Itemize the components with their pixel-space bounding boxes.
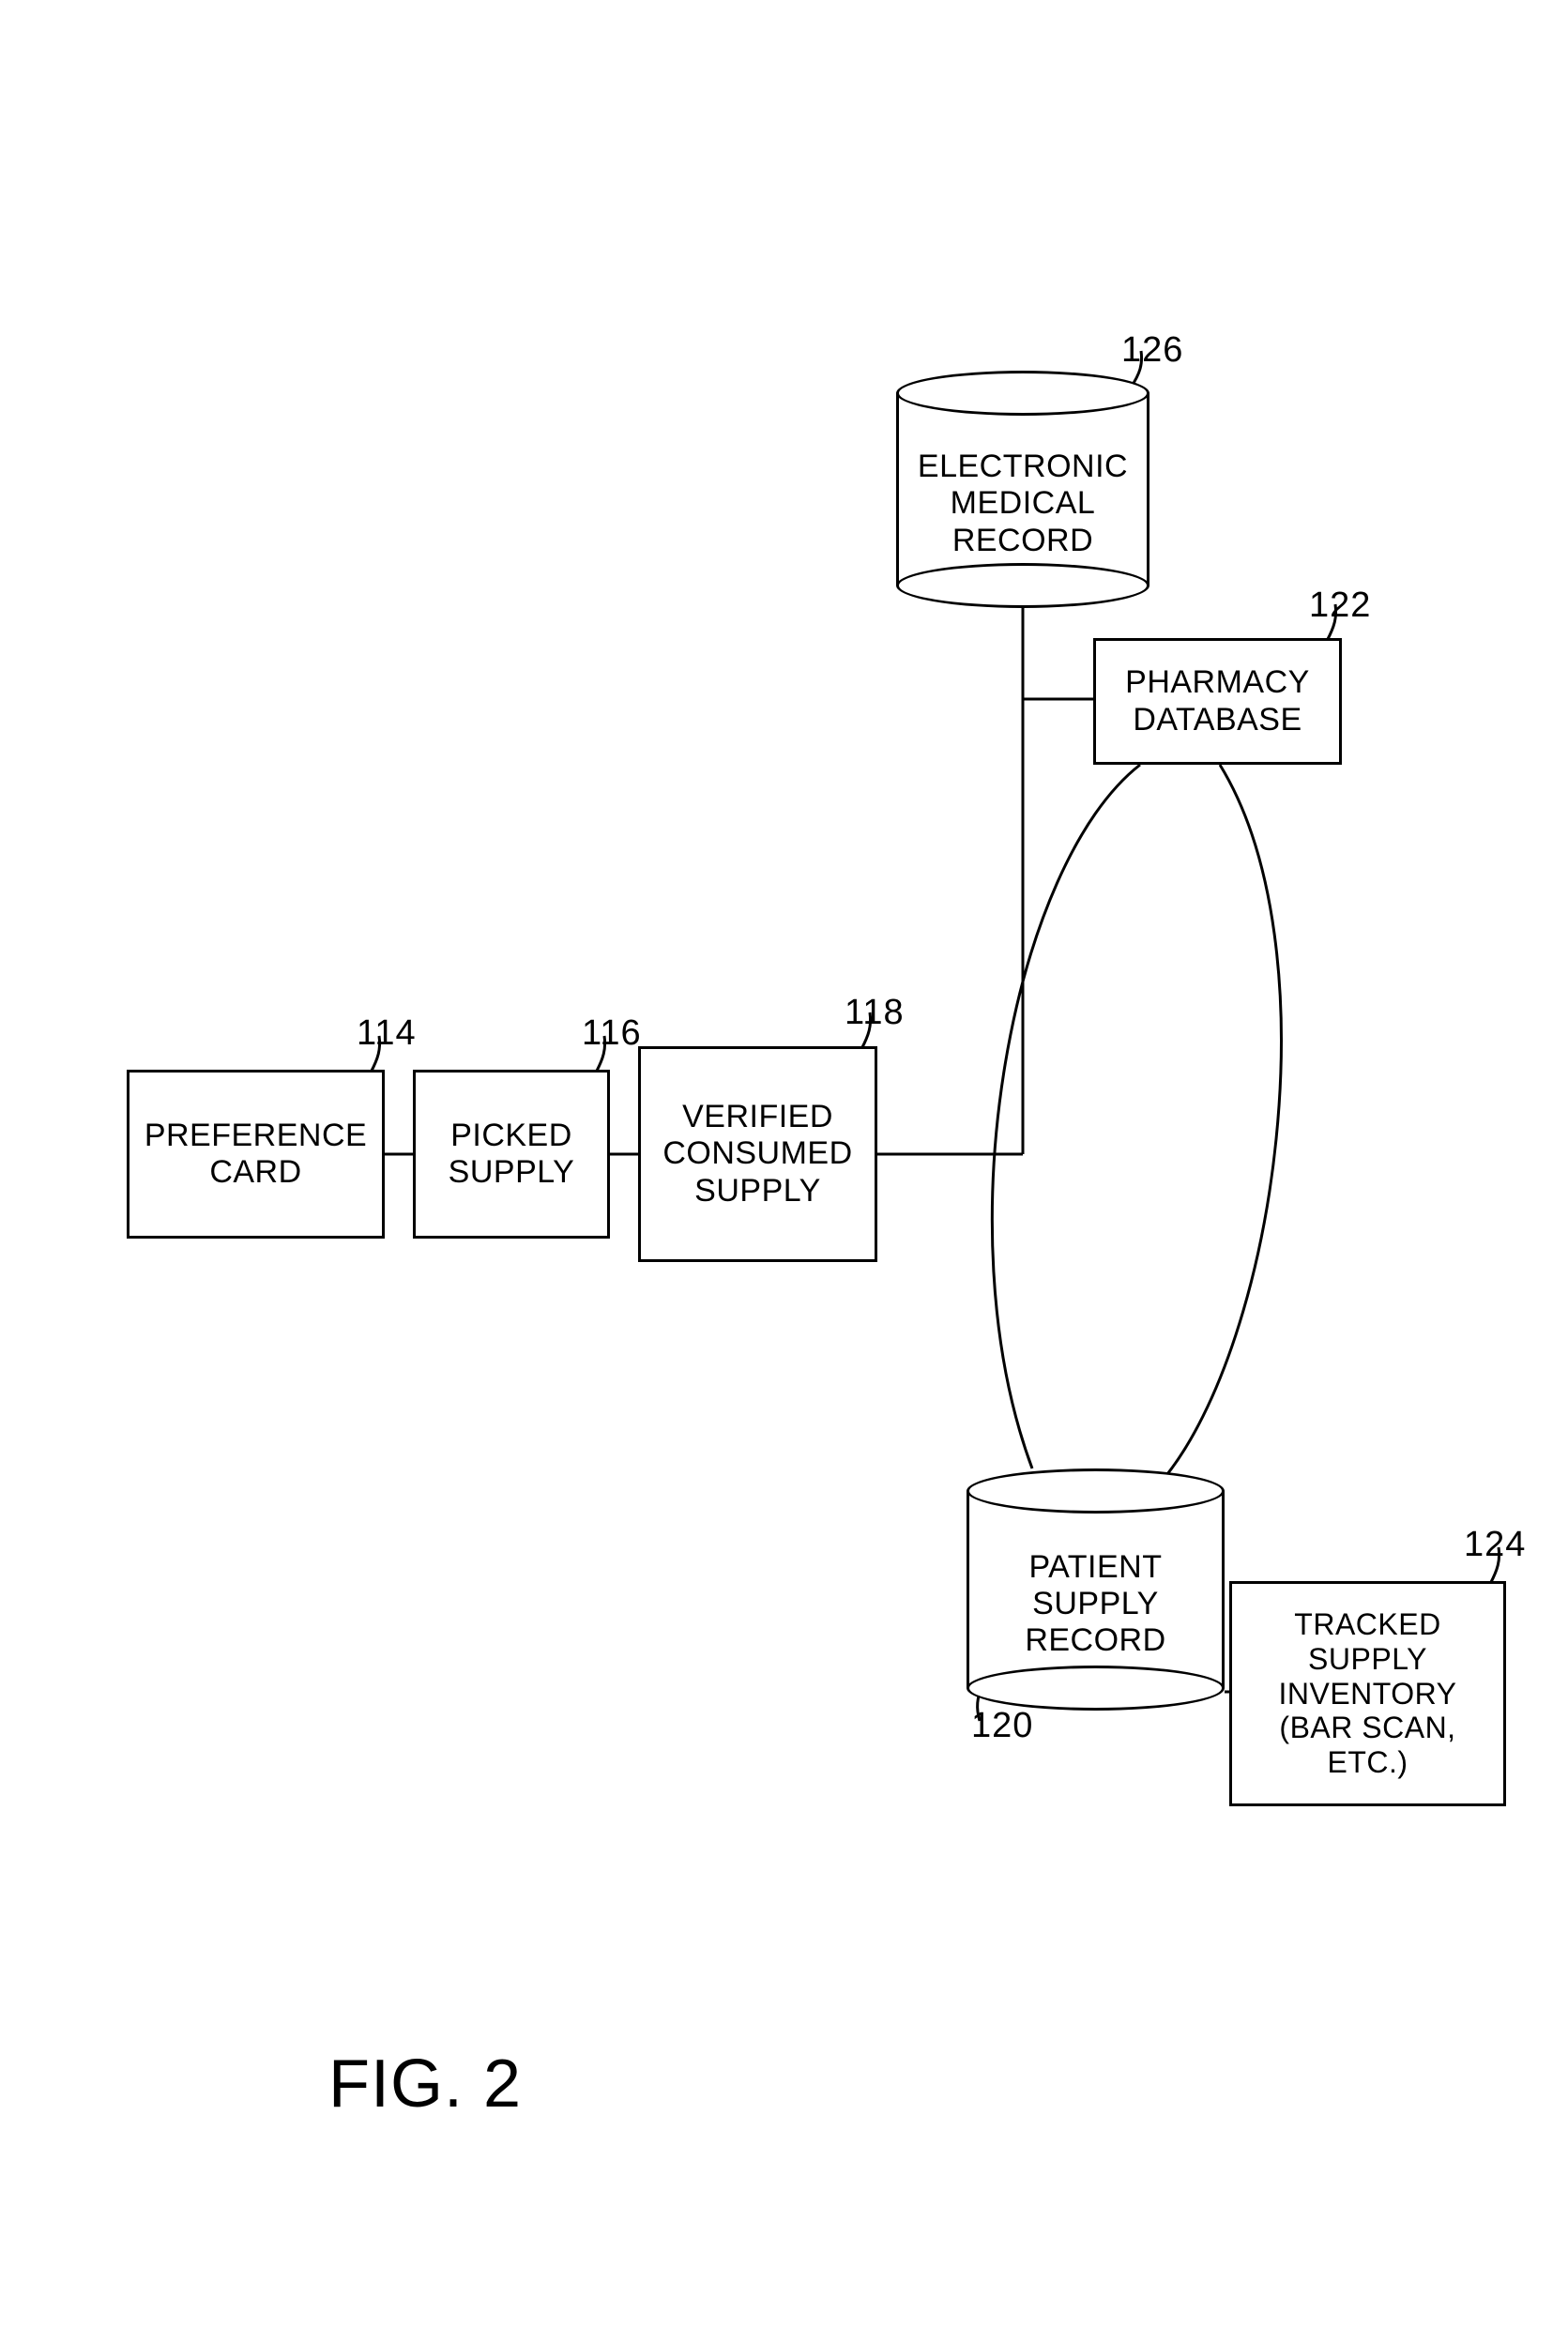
emr-label: ELECTRONIC MEDICAL RECORD <box>918 449 1128 558</box>
preference-card-box: PREFERENCE CARD <box>127 1070 385 1239</box>
verified-supply-box: VERIFIED CONSUMED SUPPLY <box>638 1046 877 1262</box>
ref-114: 114 <box>357 1013 417 1054</box>
pharmacy-db-box: PHARMACY DATABASE <box>1093 638 1342 765</box>
verified-supply-label: VERIFIED CONSUMED SUPPLY <box>662 1099 852 1209</box>
ref-122: 122 <box>1309 586 1371 626</box>
tracked-inventory-box: TRACKED SUPPLY INVENTORY (BAR SCAN, ETC.… <box>1229 1581 1506 1806</box>
preference-card-label: PREFERENCE CARD <box>145 1118 367 1191</box>
ref-120: 120 <box>971 1706 1033 1746</box>
pharmacy-db-label: PHARMACY DATABASE <box>1125 664 1310 738</box>
figure-canvas: ELECTRONIC MEDICAL RECORD PATIENT SUPPLY… <box>0 0 1568 2343</box>
ref-116: 116 <box>582 1013 642 1054</box>
emr-cylinder: ELECTRONIC MEDICAL RECORD <box>896 371 1149 608</box>
figure-label: FIG. 2 <box>328 2046 522 2122</box>
picked-supply-label: PICKED SUPPLY <box>449 1118 575 1191</box>
ref-126: 126 <box>1121 330 1183 371</box>
ref-124: 124 <box>1464 1525 1526 1565</box>
ref-118: 118 <box>845 993 905 1033</box>
patient-supply-label: PATIENT SUPPLY RECORD <box>1025 1549 1165 1659</box>
picked-supply-box: PICKED SUPPLY <box>413 1070 610 1239</box>
tracked-inventory-label: TRACKED SUPPLY INVENTORY (BAR SCAN, ETC.… <box>1238 1607 1498 1780</box>
patient-supply-cylinder: PATIENT SUPPLY RECORD <box>967 1468 1225 1711</box>
